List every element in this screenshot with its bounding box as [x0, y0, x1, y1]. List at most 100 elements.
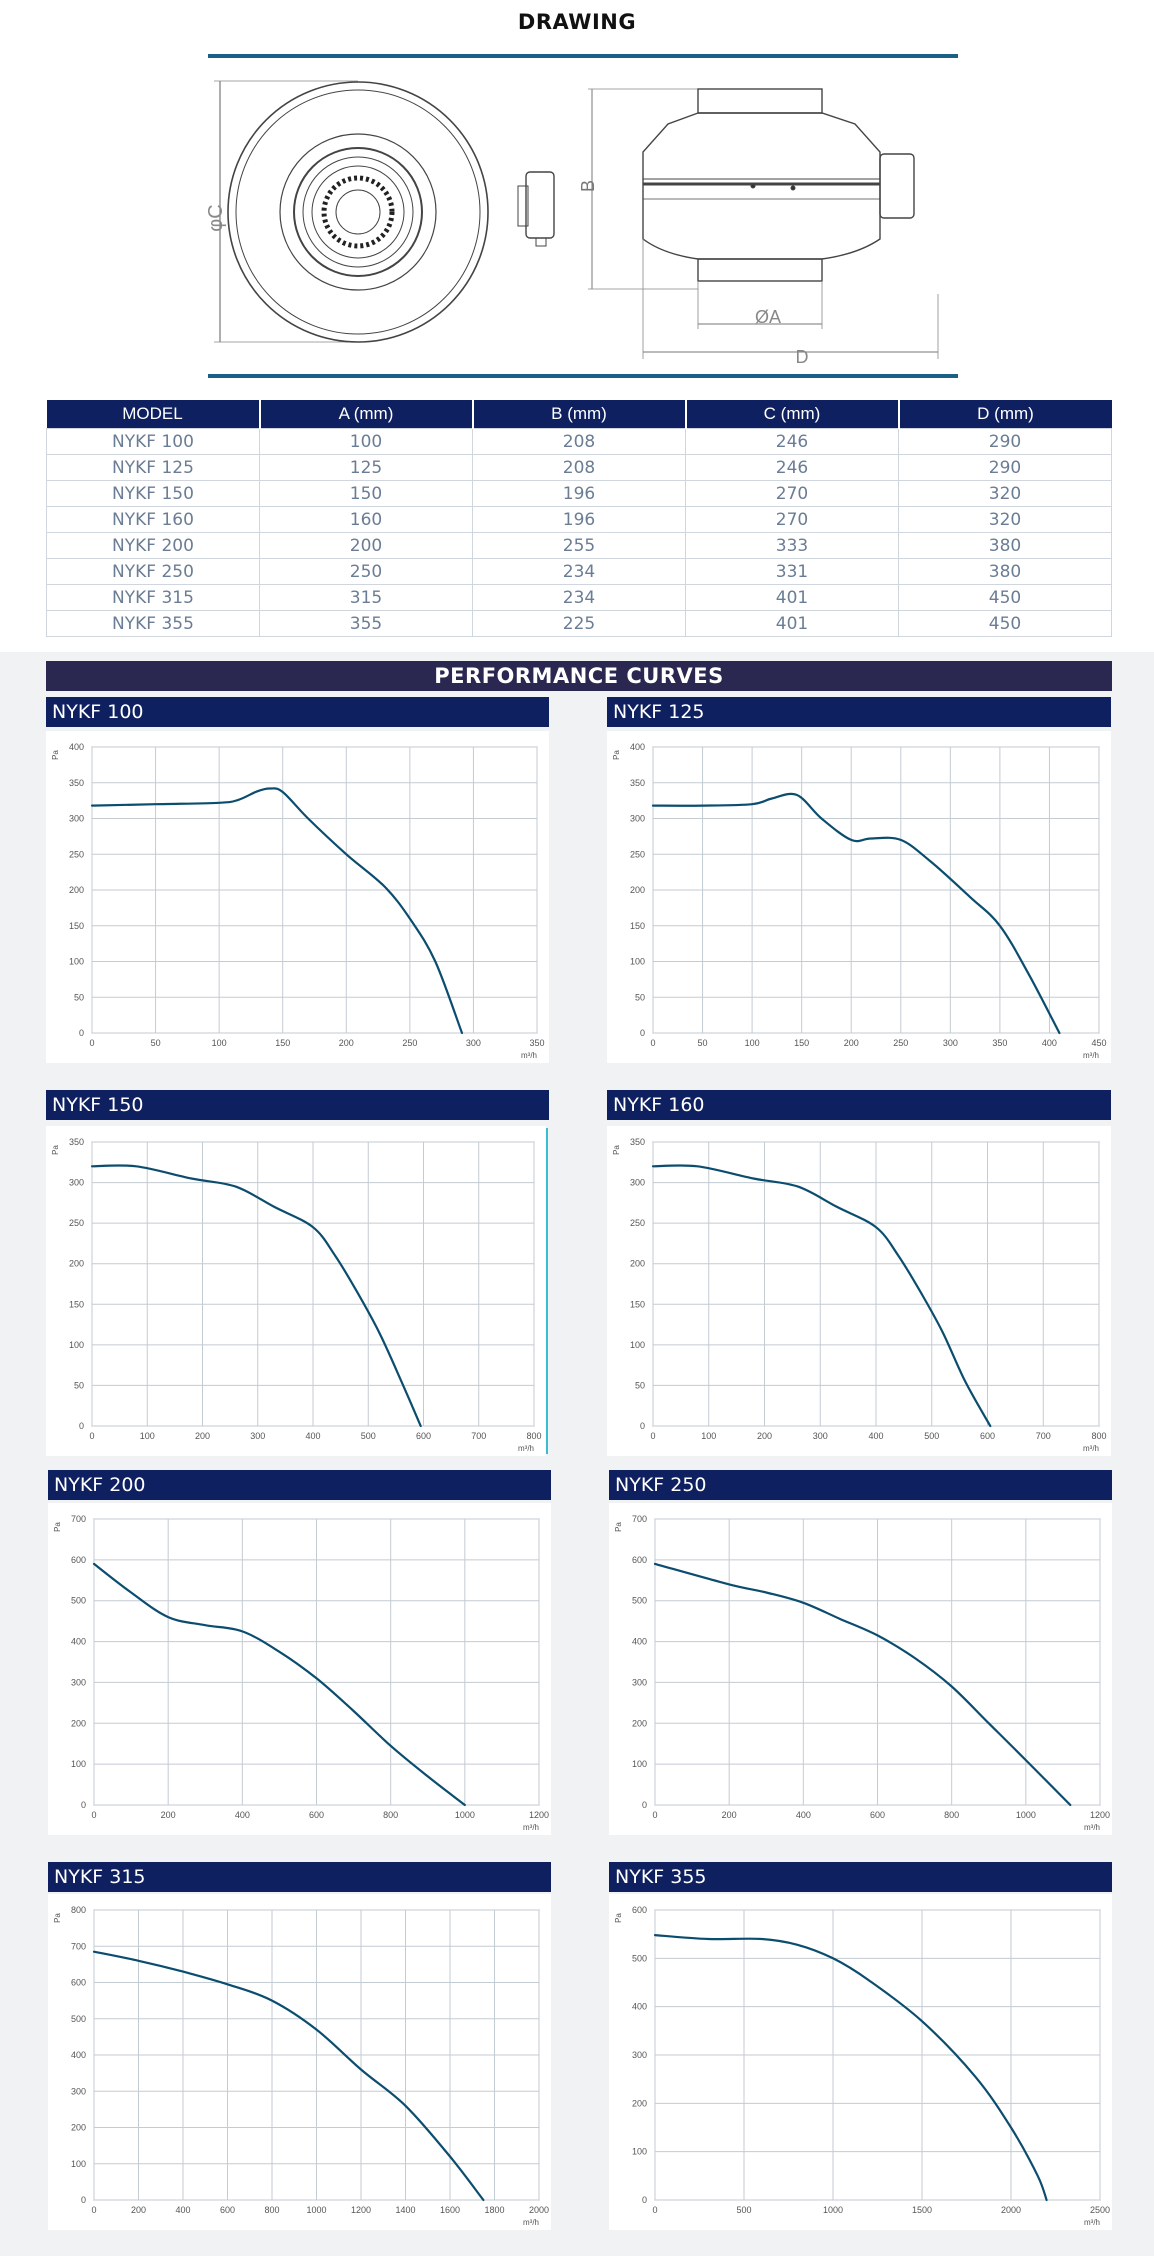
x-tick-label: 1000 — [306, 2205, 326, 2215]
y-tick-label: 350 — [630, 778, 645, 788]
performance-curve — [651, 792, 1061, 1035]
y-tick-label: 600 — [71, 1555, 86, 1565]
y-tick-label: 300 — [71, 1677, 86, 1687]
dim-c-label: φC — [208, 204, 227, 231]
x-tick-label: 500 — [736, 2205, 751, 2215]
x-tick-label: 150 — [794, 1038, 809, 1048]
performance-curve — [90, 1164, 422, 1428]
cell-model: NYKF 315 — [46, 584, 260, 611]
x-tick-label: 1500 — [912, 2205, 932, 2215]
chart-nykf-200: 0 200 400 600 800 1000 1200 0 100 200 300 400 500 600… — [48, 1503, 551, 1835]
y-tick-label: 0 — [640, 1421, 645, 1431]
x-tick-label: 400 — [305, 1431, 320, 1441]
column-header-model: MODEL — [46, 400, 261, 429]
x-tick-label: 300 — [813, 1431, 828, 1441]
y-tick-label: 0 — [642, 1800, 647, 1810]
cell-c: 401 — [685, 584, 899, 611]
y-tick-label: 200 — [632, 2098, 647, 2108]
x-tick-label: 100 — [745, 1038, 760, 1048]
cell-b: 225 — [472, 610, 686, 637]
dimensions-table: MODEL A (mm) B (mm) C (mm) D (mm) NYKF 1… — [46, 400, 1112, 637]
y-axis-label: Pa — [612, 750, 621, 760]
cell-model: NYKF 200 — [46, 532, 260, 559]
cell-a: 315 — [259, 584, 473, 611]
x-tick-label: 450 — [1091, 1038, 1106, 1048]
y-tick-label: 0 — [79, 1028, 84, 1038]
chart-title-nykf-250: NYKF 250 — [609, 1470, 1112, 1500]
x-tick-label: 150 — [275, 1038, 290, 1048]
chart-nykf-250: 0 200 400 600 800 1000 1200 0 100 200 300 400 500 600… — [609, 1503, 1112, 1835]
x-tick-label: 1800 — [484, 2205, 504, 2215]
x-tick-label: 350 — [529, 1038, 544, 1048]
x-tick-label: 300 — [466, 1038, 481, 1048]
y-tick-label: 400 — [630, 742, 645, 752]
y-tick-label: 100 — [71, 1759, 86, 1769]
chart-nykf-315: 0 200 400 600 800 1000 1200 1400 1600 1800 2000 0 10… — [48, 1894, 551, 2230]
y-tick-label: 300 — [630, 814, 645, 824]
cell-c: 270 — [685, 506, 899, 533]
x-axis-label: m³/h — [1083, 1444, 1099, 1453]
y-tick-label: 100 — [630, 957, 645, 967]
drawing-bottom-rule — [208, 374, 958, 378]
chart-title-nykf-355: NYKF 355 — [609, 1862, 1112, 1892]
chart-title-nykf-315: NYKF 315 — [48, 1862, 551, 1892]
cell-b: 196 — [472, 480, 686, 507]
x-tick-label: 600 — [416, 1431, 431, 1441]
x-tick-label: 300 — [943, 1038, 958, 1048]
y-tick-label: 250 — [630, 849, 645, 859]
cell-b: 208 — [472, 454, 686, 481]
y-tick-label: 600 — [71, 1978, 86, 1988]
y-axis-label: Pa — [51, 1145, 60, 1155]
y-axis-label: Pa — [51, 750, 60, 760]
chart-nykf-100: 0 50 100 150 200 250 300 350 0 50 100 150 200 250 300 3… — [46, 731, 549, 1063]
y-axis-label: Pa — [612, 1145, 621, 1155]
y-tick-label: 500 — [632, 1953, 647, 1963]
technical-drawing: φC B ØA D — [205, 54, 958, 380]
column-header-a: A (mm) — [259, 400, 474, 429]
x-tick-label: 800 — [944, 1810, 959, 1820]
x-tick-label: 1200 — [1090, 1810, 1110, 1820]
x-tick-label: 0 — [91, 1810, 96, 1820]
y-tick-label: 200 — [71, 1718, 86, 1728]
cell-a: 250 — [259, 558, 473, 585]
y-tick-label: 250 — [69, 1218, 84, 1228]
x-axis-label: m³/h — [523, 1823, 539, 1832]
table-row: NYKF 250 250 234 331 380 — [46, 558, 1112, 585]
column-header-b: B (mm) — [472, 400, 687, 429]
chart-title-nykf-125: NYKF 125 — [607, 697, 1111, 727]
x-tick-label: 1200 — [351, 2205, 371, 2215]
x-tick-label: 400 — [1042, 1038, 1057, 1048]
x-tick-label: 800 — [1091, 1431, 1106, 1441]
y-tick-label: 700 — [632, 1514, 647, 1524]
y-tick-label: 100 — [630, 1340, 645, 1350]
y-tick-label: 100 — [69, 1340, 84, 1350]
side-view — [588, 88, 939, 359]
table-row: NYKF 200 200 255 333 380 — [46, 532, 1112, 559]
y-axis-label: Pa — [614, 1913, 623, 1923]
y-tick-label: 200 — [69, 885, 84, 895]
cell-c: 246 — [685, 454, 899, 481]
x-tick-label: 1000 — [455, 1810, 475, 1820]
chart-title-nykf-100: NYKF 100 — [46, 697, 549, 727]
y-tick-label: 100 — [71, 2159, 86, 2169]
y-tick-label: 250 — [69, 849, 84, 859]
cell-a: 125 — [259, 454, 473, 481]
x-tick-label: 200 — [339, 1038, 354, 1048]
x-tick-label: 50 — [151, 1038, 161, 1048]
column-header-c: C (mm) — [685, 400, 900, 429]
cell-model: NYKF 125 — [46, 454, 260, 481]
x-tick-label: 2000 — [529, 2205, 549, 2215]
x-tick-label: 500 — [361, 1431, 376, 1441]
y-tick-label: 350 — [630, 1137, 645, 1147]
y-tick-label: 200 — [630, 1259, 645, 1269]
x-tick-label: 700 — [1036, 1431, 1051, 1441]
x-tick-label: 200 — [131, 2205, 146, 2215]
x-tick-label: 600 — [220, 2205, 235, 2215]
chart-nykf-160: 0 100 200 300 400 500 600 700 800 0 50 100 150 200 250… — [607, 1126, 1111, 1456]
cell-d: 450 — [898, 584, 1112, 611]
y-tick-label: 600 — [632, 1905, 647, 1915]
chart-svg: 0 200 400 600 800 1000 1200 0 100 200 300 400 500 600… — [53, 1514, 549, 1832]
performance-curve — [653, 1562, 1072, 1807]
y-tick-label: 350 — [69, 778, 84, 788]
y-tick-label: 100 — [632, 2147, 647, 2157]
